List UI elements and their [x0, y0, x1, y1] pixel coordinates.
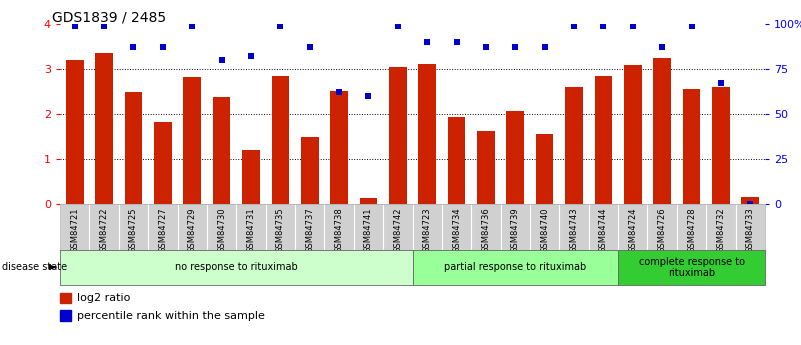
Point	[568, 23, 581, 29]
Bar	[413, 250, 618, 285]
Bar	[213, 97, 231, 204]
Text: GSM84741: GSM84741	[364, 207, 373, 253]
Point	[274, 23, 287, 29]
Point	[392, 23, 405, 29]
Bar	[66, 60, 83, 204]
Text: GSM84733: GSM84733	[746, 207, 755, 253]
Point	[332, 90, 345, 95]
Point	[450, 39, 463, 45]
Bar	[183, 77, 201, 204]
Text: GSM84721: GSM84721	[70, 207, 79, 253]
Bar	[60, 293, 70, 304]
Text: GSM84724: GSM84724	[628, 207, 638, 253]
Text: GSM84737: GSM84737	[305, 207, 314, 253]
Point	[685, 23, 698, 29]
Point	[215, 57, 228, 63]
Bar	[566, 87, 583, 204]
Text: GSM84729: GSM84729	[187, 207, 197, 253]
Point	[98, 23, 111, 29]
Point	[127, 45, 140, 50]
Bar	[360, 198, 377, 204]
Text: percentile rank within the sample: percentile rank within the sample	[77, 310, 265, 321]
Text: ►: ►	[49, 263, 58, 272]
Text: partial response to rituximab: partial response to rituximab	[445, 263, 586, 272]
Bar	[506, 111, 524, 204]
Text: GSM84727: GSM84727	[159, 207, 167, 253]
Point	[421, 39, 433, 45]
Point	[186, 23, 199, 29]
Point	[480, 45, 493, 50]
Bar	[624, 65, 642, 204]
Bar	[477, 131, 495, 204]
Text: GSM84725: GSM84725	[129, 207, 138, 253]
Bar	[272, 76, 289, 204]
Bar	[654, 58, 671, 204]
Bar	[242, 150, 260, 204]
Text: GDS1839 / 2485: GDS1839 / 2485	[52, 10, 166, 24]
Text: log2 ratio: log2 ratio	[77, 294, 131, 304]
Point	[744, 201, 757, 206]
Text: GSM84739: GSM84739	[511, 207, 520, 253]
Point	[304, 45, 316, 50]
Bar	[330, 91, 348, 204]
Text: GSM84722: GSM84722	[99, 207, 109, 253]
Text: GSM84726: GSM84726	[658, 207, 666, 253]
Bar	[95, 53, 113, 204]
Text: GSM84730: GSM84730	[217, 207, 226, 253]
Text: GSM84740: GSM84740	[540, 207, 549, 253]
Text: GSM84744: GSM84744	[599, 207, 608, 253]
Point	[626, 23, 639, 29]
Bar	[125, 92, 143, 204]
Text: GSM84743: GSM84743	[570, 207, 578, 253]
Bar	[60, 250, 413, 285]
Point	[68, 23, 81, 29]
Text: GSM84738: GSM84738	[335, 207, 344, 253]
Bar	[301, 137, 319, 204]
Text: GSM84734: GSM84734	[452, 207, 461, 253]
Text: GSM84723: GSM84723	[423, 207, 432, 253]
Bar	[712, 87, 730, 204]
Point	[156, 45, 169, 50]
Bar	[742, 197, 759, 204]
Bar	[389, 67, 407, 204]
Text: GSM84728: GSM84728	[687, 207, 696, 253]
Bar	[154, 122, 171, 204]
Point	[597, 23, 610, 29]
Text: GSM84736: GSM84736	[481, 207, 490, 253]
Bar	[682, 89, 700, 204]
Point	[244, 54, 257, 59]
Point	[538, 45, 551, 50]
Text: GSM84732: GSM84732	[716, 207, 726, 253]
Bar	[618, 250, 765, 285]
Text: complete response to
rituximab: complete response to rituximab	[638, 257, 745, 278]
Bar	[60, 310, 70, 321]
Point	[714, 81, 727, 86]
Text: GSM84735: GSM84735	[276, 207, 285, 253]
Point	[509, 45, 521, 50]
Text: GSM84731: GSM84731	[247, 207, 256, 253]
Point	[656, 45, 669, 50]
Bar	[536, 134, 553, 204]
Point	[362, 93, 375, 99]
Text: no response to rituximab: no response to rituximab	[175, 263, 298, 272]
Bar	[594, 76, 612, 204]
Text: disease state: disease state	[2, 263, 66, 272]
Text: GSM84742: GSM84742	[393, 207, 402, 253]
Bar	[448, 117, 465, 204]
Bar	[418, 63, 436, 204]
